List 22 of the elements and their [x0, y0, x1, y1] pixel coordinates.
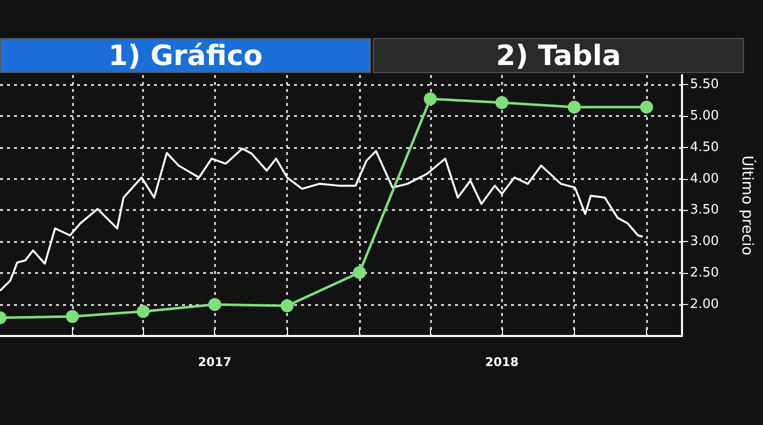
- point: [66, 310, 79, 323]
- point: [353, 266, 366, 279]
- y-tick-label: 2.50: [690, 266, 719, 281]
- y-tick-label: 3.50: [690, 202, 719, 218]
- point: [280, 299, 294, 312]
- text: 1) Gráfico: [108, 39, 263, 72]
- y-tick-label: 4.00: [690, 171, 719, 186]
- text: 2) Tabla: [496, 39, 621, 72]
- point: [208, 298, 222, 312]
- y-tick-label: 3.00: [690, 234, 719, 250]
- point: [568, 100, 581, 114]
- y-tick-label: 2.00: [690, 297, 719, 312]
- y-axis-title: Último precio: [738, 156, 756, 256]
- x-tick-label: 2018: [485, 355, 519, 369]
- point: [495, 96, 508, 110]
- x-tick-label: 2017: [198, 355, 232, 369]
- point: [640, 100, 654, 114]
- y-tick-label: 4.50: [690, 140, 719, 155]
- y-tick-label: 5.00: [690, 108, 719, 124]
- point: [424, 92, 437, 106]
- y-tick-label: 5.50: [690, 76, 719, 92]
- point: [136, 304, 150, 318]
